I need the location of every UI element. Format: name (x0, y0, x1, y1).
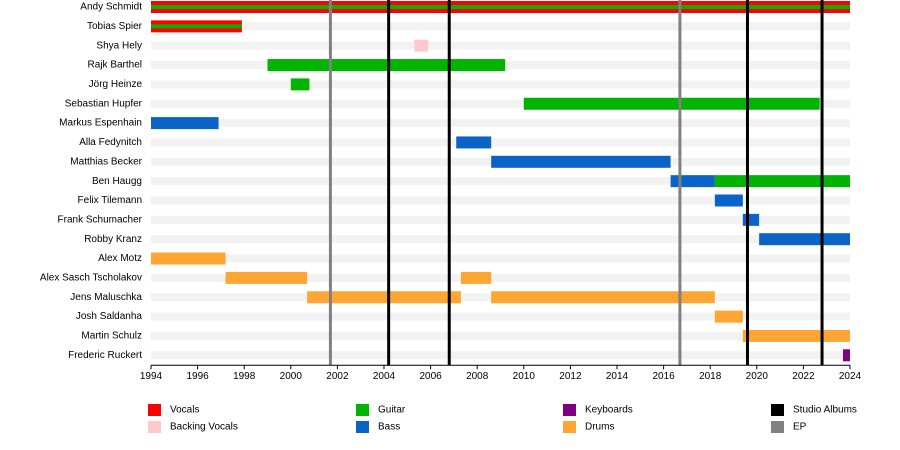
member-label: Andy Schmidt (80, 2, 142, 13)
x-tick-label: 2024 (839, 371, 862, 382)
member-label: Tobias Spier (87, 21, 143, 32)
member-label: Robby Kranz (84, 234, 142, 245)
legend-label: Drums (585, 422, 614, 433)
x-tick-label: 1998 (233, 371, 256, 382)
legend-label: EP (793, 422, 807, 433)
member-label: Rajk Barthel (88, 60, 142, 71)
tenure-bar (151, 252, 226, 265)
tenure-bar (742, 213, 760, 226)
x-tick-label: 2020 (746, 371, 769, 382)
tenure-bar (714, 310, 743, 323)
legend-label: Backing Vocals (170, 422, 238, 433)
row-stripe (151, 138, 850, 147)
x-tick-label: 2016 (652, 371, 675, 382)
row-stripe (151, 235, 850, 244)
row-stripe (151, 254, 850, 263)
member-label: Matthias Becker (70, 156, 142, 167)
row-stripe (151, 41, 850, 50)
x-tick-label: 2010 (513, 371, 536, 382)
member-label: Alex Motz (98, 253, 142, 264)
tenure-bar (714, 194, 743, 207)
member-label: Markus Espenhain (59, 118, 142, 129)
legend-swatch (563, 404, 576, 416)
tenure-bar (267, 59, 506, 72)
tenure-bar (742, 329, 850, 342)
member-label: Jens Maluschka (70, 292, 142, 303)
x-tick-label: 1996 (186, 371, 209, 382)
legend-label: Studio Albums (793, 405, 857, 416)
row-stripe (151, 312, 850, 321)
tenure-bar (290, 78, 310, 91)
row-stripe (151, 22, 850, 31)
x-tick-label: 2014 (606, 371, 629, 382)
x-tick-label: 2002 (326, 371, 349, 382)
tenure-bar (843, 349, 850, 362)
x-tick-label: 2004 (373, 371, 396, 382)
tenure-bar (670, 175, 715, 188)
row-stripe (151, 215, 850, 224)
row-stripe (151, 351, 850, 360)
member-label: Josh Saldanha (76, 311, 143, 322)
legend-label: Keyboards (585, 405, 633, 416)
legend-label: Guitar (378, 405, 406, 416)
tenure-bar (225, 271, 308, 284)
legend-swatch (148, 421, 161, 433)
tenure-bar (491, 155, 671, 168)
member-label: Frank Schumacher (58, 214, 143, 225)
member-label: Frederic Ruckert (68, 350, 142, 361)
legend-swatch (356, 404, 369, 416)
legend-swatch (356, 421, 369, 433)
member-label: Sebastian Hupfer (65, 98, 143, 109)
row-stripe (151, 99, 850, 108)
x-tick-label: 2022 (792, 371, 815, 382)
tenure-bar (460, 271, 492, 284)
row-stripe (151, 80, 850, 89)
member-label: Martin Schulz (81, 331, 142, 342)
member-label: Ben Haugg (92, 176, 142, 187)
tenure-bar (523, 97, 820, 110)
legend-swatch (563, 421, 576, 433)
x-tick-label: 2000 (280, 371, 303, 382)
x-tick-label: 2006 (419, 371, 442, 382)
tenure-bar (151, 5, 850, 9)
x-tick-label: 2018 (699, 371, 722, 382)
x-tick-label: 1994 (140, 371, 163, 382)
tenure-bar (307, 291, 461, 304)
row-stripe (151, 273, 850, 282)
tenure-bar (491, 291, 715, 304)
tenure-bar (151, 117, 219, 130)
tenure-bar (714, 175, 850, 188)
member-label: Shya Hely (96, 40, 142, 51)
legend-label: Bass (378, 422, 400, 433)
x-tick-label: 2008 (466, 371, 489, 382)
member-label: Alex Sasch Tscholakov (40, 273, 142, 284)
x-tick-label: 2012 (559, 371, 582, 382)
tenure-bar (414, 39, 429, 52)
row-stripe (151, 196, 850, 205)
tenure-bar (759, 233, 850, 246)
tenure-bar (456, 136, 492, 149)
member-label: Felix Tilemann (78, 195, 142, 206)
tenure-bar (151, 24, 242, 29)
row-stripe (151, 177, 850, 186)
row-stripe (151, 119, 850, 128)
legend-swatch (771, 421, 784, 433)
member-label: Jörg Heinze (89, 79, 143, 90)
row-stripe (151, 331, 850, 340)
legend-swatch (148, 404, 161, 416)
legend-swatch (771, 404, 784, 416)
member-label: Alla Fedynitch (79, 137, 142, 148)
legend-label: Vocals (170, 405, 199, 416)
